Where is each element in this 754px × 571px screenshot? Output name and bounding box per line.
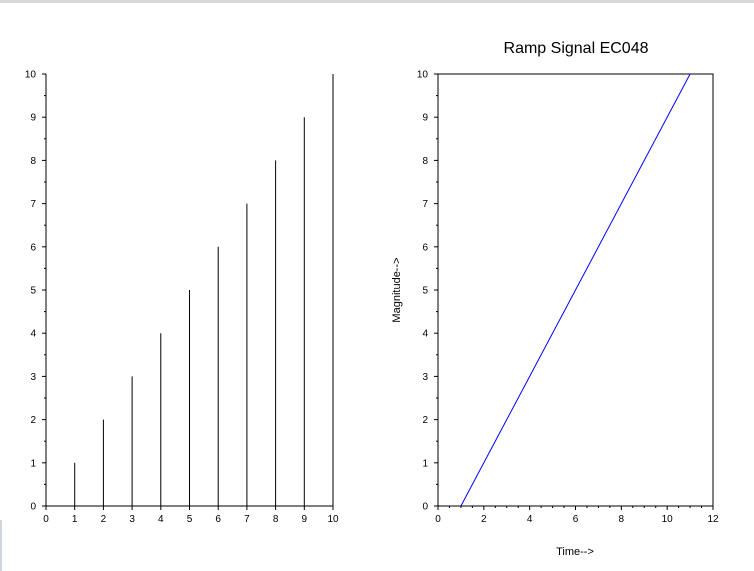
y-tick-label: 4 bbox=[30, 329, 36, 340]
ramp-line bbox=[460, 73, 691, 507]
window-left-edge bbox=[0, 520, 2, 571]
ramp-chart: Ramp Signal EC048 0 2 4 6 8 10 12 012345678910… bbox=[391, 40, 719, 558]
x-tick-label: 4 bbox=[527, 514, 533, 525]
y-tick-label: 7 bbox=[422, 199, 428, 210]
x-tick-label: 5 bbox=[187, 514, 193, 525]
x-tick-label: 10 bbox=[327, 514, 339, 525]
x-tick-label: 3 bbox=[129, 514, 135, 525]
ramp-chart-x-label: Time--> bbox=[556, 546, 594, 558]
y-tick-label: 10 bbox=[417, 70, 429, 81]
x-tick-label: 8 bbox=[619, 514, 625, 525]
y-tick-label: 8 bbox=[422, 156, 428, 167]
y-tick-label: 9 bbox=[422, 113, 428, 124]
y-tick-label: 6 bbox=[30, 242, 36, 253]
x-tick-label: 8 bbox=[273, 514, 279, 525]
y-tick-label: 4 bbox=[422, 329, 428, 340]
x-tick-label: 2 bbox=[481, 514, 487, 525]
x-tick-label: 4 bbox=[158, 514, 164, 525]
y-tick-label: 1 bbox=[422, 458, 428, 469]
y-tick-label: 6 bbox=[422, 242, 428, 253]
y-tick-label: 3 bbox=[422, 372, 428, 383]
y-tick-label: 0 bbox=[30, 502, 36, 513]
x-tick-label: 7 bbox=[244, 514, 250, 525]
ramp-chart-x-ticks: 0 2 4 6 8 10 12 bbox=[435, 506, 719, 525]
ramp-chart-title: Ramp Signal EC048 bbox=[504, 40, 649, 57]
y-tick-label: 1 bbox=[30, 458, 36, 469]
y-tick-label: 9 bbox=[30, 113, 36, 124]
stem-chart-x-ticks: 0 1 2 3 4 5 6 7 8 9 10 bbox=[43, 506, 339, 525]
x-tick-label: 10 bbox=[662, 514, 674, 525]
x-tick-label: 6 bbox=[573, 514, 579, 525]
y-tick-label: 0 bbox=[422, 502, 428, 513]
x-tick-label: 2 bbox=[101, 514, 107, 525]
window-top-border bbox=[0, 0, 754, 3]
ramp-chart-y-ticks: 0 1 2 3 4 5 6 7 8 9 10 bbox=[417, 70, 438, 513]
x-tick-label: 12 bbox=[707, 514, 719, 525]
stem-chart: 0 1 2 3 4 5 6 7 8 9 10 0 1 2 3 4 5 6 7 8 9 10 bbox=[25, 70, 339, 526]
x-tick-label: 6 bbox=[215, 514, 221, 525]
ramp-chart-y-label: Magnitude--> bbox=[391, 257, 403, 322]
y-tick-label: 5 bbox=[422, 286, 428, 297]
y-tick-label: 7 bbox=[30, 199, 36, 210]
stem-chart-y-ticks: 0 1 2 3 4 5 6 7 8 9 10 bbox=[25, 70, 46, 513]
x-tick-label: 1 bbox=[72, 514, 78, 525]
y-tick-label: 2 bbox=[422, 415, 428, 426]
x-tick-label: 0 bbox=[43, 514, 49, 525]
y-tick-label: 10 bbox=[25, 70, 37, 81]
x-tick-label: 0 bbox=[435, 514, 441, 525]
x-tick-label: 9 bbox=[302, 514, 308, 525]
y-tick-label: 3 bbox=[30, 372, 36, 383]
y-tick-label: 2 bbox=[30, 415, 36, 426]
y-tick-label: 8 bbox=[30, 156, 36, 167]
y-tick-label: 5 bbox=[30, 286, 36, 297]
stem-series bbox=[74, 74, 334, 506]
